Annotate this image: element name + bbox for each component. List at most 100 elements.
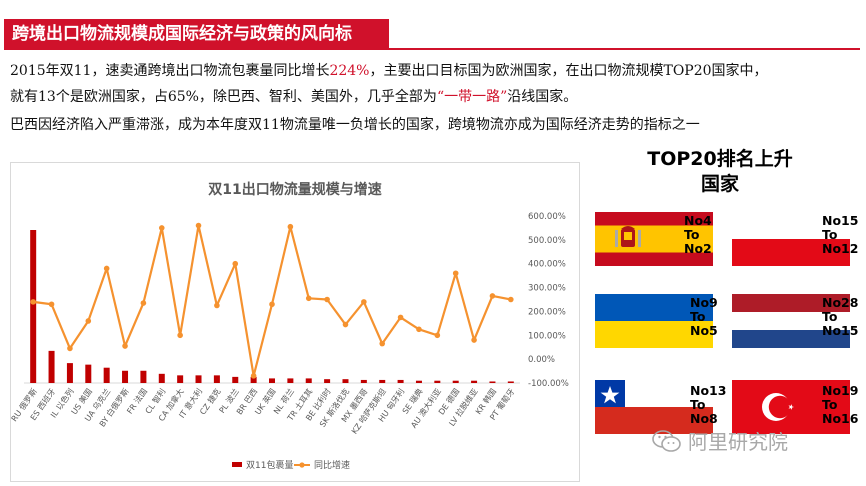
poland-flag-icon: [732, 212, 850, 266]
poland-rank: No15 To No12: [822, 214, 858, 256]
bar-1: [30, 230, 37, 383]
turkey-rank-to-word: To: [822, 397, 838, 412]
y-right-tick-label: 600.00%: [528, 212, 566, 222]
growth-point-15: [287, 223, 294, 230]
y-right-tick-label: 400.00%: [528, 260, 566, 270]
growth-point-20: [379, 340, 386, 347]
paragraph-3: 巴西因经济陷入严重滞涨，成为本年度双11物流量唯一负增长的国家，跨境物流亦成为国…: [10, 117, 700, 133]
bar-5: [103, 367, 110, 383]
bar-16: [305, 378, 312, 383]
growth-point-1: [30, 299, 36, 305]
bar-3: [66, 363, 73, 383]
netherlands-rank-to-word: To: [822, 309, 838, 324]
y-right-tick-label: -100.00%: [528, 379, 569, 389]
ukraine-rank-to-word: To: [690, 309, 706, 324]
growth-point-18: [342, 321, 349, 328]
y-right-tick-label: 300.00%: [528, 284, 566, 294]
growth-point-25: [471, 337, 477, 343]
growth-point-6: [122, 343, 128, 349]
growth-point-8: [158, 225, 165, 231]
bar-11: [213, 375, 220, 383]
logistics-chart: 双11出口物流量规模与增速 600.00% 500.00% 400.00% 300.00…: [10, 162, 580, 482]
growth-point-23: [434, 332, 441, 339]
growth-point-7: [140, 300, 147, 306]
bar-7: [140, 370, 147, 383]
ukraine-rank: No9 To No5: [690, 296, 718, 338]
belt-road-highlight: “一带一路”: [436, 89, 508, 105]
growth-point-5: [103, 265, 110, 272]
top20-title-line1: TOP20排名上升: [647, 148, 793, 170]
chart-frame: [10, 162, 580, 482]
growth-point-13: [250, 373, 257, 379]
bar-9: [177, 375, 184, 383]
paragraph-1: 2015年双11，速卖通跨境出口物流包裹量同比增长224%，主要出口目标国为欧洲…: [10, 60, 768, 82]
growth-point-27: [508, 296, 514, 303]
netherlands-rank-to: No15: [822, 323, 859, 338]
poland-rank-from: No15: [822, 213, 859, 228]
bar-23: [434, 380, 441, 383]
chile-rank-to-word: To: [690, 397, 706, 412]
bar-8: [158, 373, 165, 383]
bar-2: [48, 350, 55, 383]
bar-26: [489, 381, 496, 383]
top20-title: TOP20排名上升 国家: [610, 147, 830, 197]
legend-line-marker: [299, 462, 305, 468]
watermark-text: 阿里研究院: [688, 430, 788, 454]
growth-point-3: [67, 345, 73, 352]
growth-point-24: [452, 270, 459, 277]
spain-rank: No4 To No2: [684, 214, 712, 256]
bar-22: [415, 380, 422, 383]
paragraph-1-text-a: 2015年双11，速卖通跨境出口物流包裹量同比增长: [10, 63, 330, 79]
growth-point-11: [214, 302, 220, 309]
bar-19: [360, 379, 367, 383]
turkey-rank-to: No16: [822, 411, 859, 426]
poland-rank-to: No12: [822, 241, 859, 256]
growth-point-10: [195, 222, 202, 229]
paragraph-2: 就有13个是欧洲国家，占65%，除巴西、智利、美国外，几乎全部为“一带一路”沿线…: [10, 86, 577, 108]
ukraine-rank-to: No5: [690, 323, 718, 338]
growth-point-16: [305, 295, 312, 302]
paragraph-2-text-b: 沿线国家。: [507, 89, 578, 105]
bar-27: [507, 381, 514, 383]
bar-21: [397, 379, 404, 383]
turkey-rank: No19 To No16: [822, 384, 858, 426]
growth-point-26: [489, 293, 496, 299]
bar-20: [379, 379, 386, 383]
top20-title-line2: 国家: [700, 173, 739, 195]
growth-point-21: [397, 314, 404, 321]
ukraine-flag-icon: [595, 294, 713, 348]
chart-title: 双11出口物流量规模与增速: [208, 181, 381, 198]
poland-rank-to-word: To: [822, 227, 838, 242]
turkey-rank-from: No19: [822, 383, 859, 398]
bar-4: [85, 364, 92, 383]
title-underline: [4, 48, 860, 50]
growth-point-4: [85, 318, 92, 324]
spain-flag-icon: [595, 212, 713, 266]
chile-rank-from: No13: [690, 383, 727, 398]
ukraine-rank-from: No9: [690, 295, 718, 310]
y-right-tick-label: 0.00%: [528, 355, 555, 365]
bar-17: [324, 379, 331, 383]
bar-13: [250, 376, 257, 383]
growth-highlight: 224%: [329, 63, 370, 79]
legend-bar-swatch: [232, 462, 242, 467]
spain-rank-from: No4: [684, 213, 712, 228]
growth-point-12: [232, 260, 239, 267]
bar-10: [195, 375, 202, 383]
chile-rank: No13 To No8: [690, 384, 726, 426]
turkey-flag-icon: [732, 380, 850, 434]
bar-15: [287, 378, 294, 383]
y-right-tick-label: 200.00%: [528, 307, 566, 317]
growth-point-22: [416, 326, 422, 333]
section-title: 跨境出口物流规模成国际经济与政策的风向标: [4, 19, 389, 49]
growth-point-2: [48, 301, 55, 308]
growth-point-19: [361, 299, 367, 305]
y-right-tick-label: 100.00%: [528, 331, 566, 341]
chile-rank-to: No8: [690, 411, 718, 426]
y-right-tick-label: 500.00%: [528, 236, 566, 246]
bar-24: [452, 380, 459, 383]
netherlands-rank: No28 To No15: [822, 296, 858, 338]
netherlands-rank-from: No28: [822, 295, 859, 310]
bar-12: [232, 376, 239, 383]
bar-25: [471, 380, 478, 383]
